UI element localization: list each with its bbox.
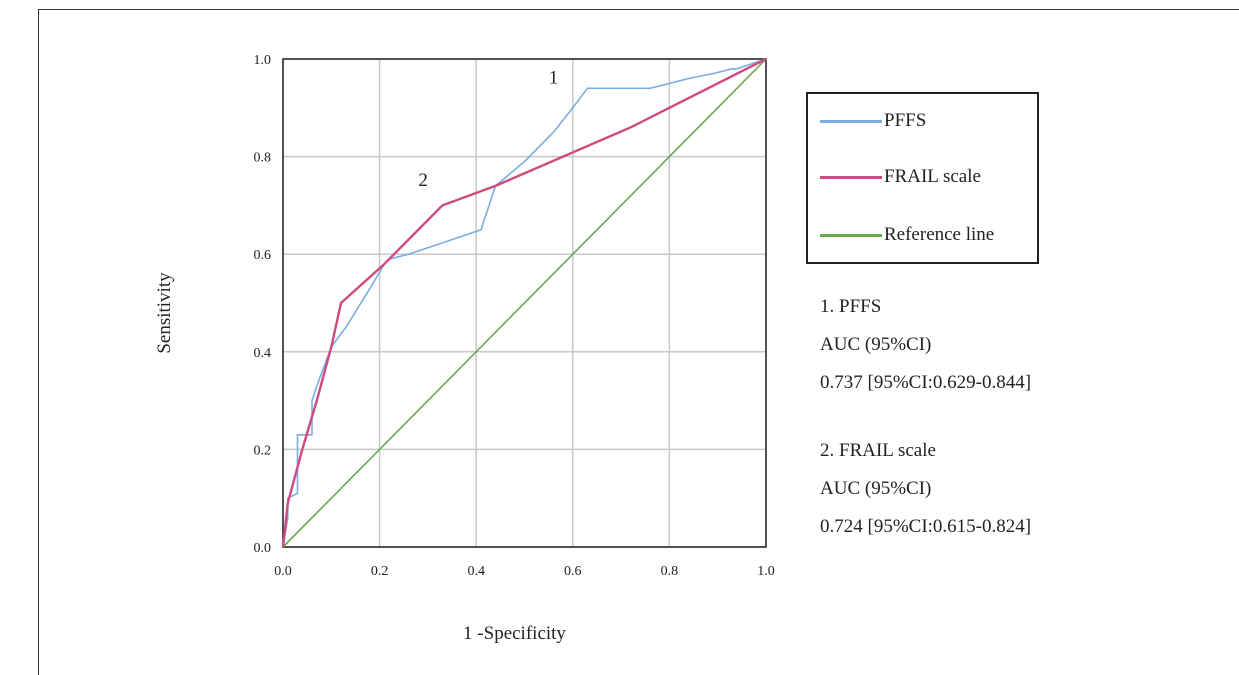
- y-tick-label: 0.2: [254, 443, 272, 458]
- legend-item-reference: Reference line: [820, 224, 994, 246]
- x-tick-label: 0.2: [371, 564, 389, 579]
- x-tick-label: 0.8: [661, 564, 679, 579]
- curve-annotation-2: 2: [418, 170, 428, 191]
- legend-swatch-pffs: [820, 119, 882, 123]
- x-tick-label: 0.0: [274, 564, 292, 579]
- y-tick-label: 0.8: [254, 151, 272, 166]
- y-tick-label: 0.0: [254, 541, 272, 556]
- frail-auc-value: 0.724 [95%CI:0.615-0.824]: [820, 516, 1032, 537]
- plot-frame: [282, 58, 767, 548]
- x-tick-label: 1.0: [757, 564, 775, 579]
- y-tick-label: 0.6: [254, 248, 272, 263]
- y-axis-label: Sensitivity: [154, 272, 175, 354]
- legend: PFFS FRAIL scale Reference line: [806, 92, 1039, 264]
- legend-swatch-reference: [820, 233, 882, 237]
- x-tick-label: 0.6: [564, 564, 582, 579]
- figure-frame: [38, 9, 1239, 675]
- pffs-stats-title: 1. PFFS: [820, 296, 882, 317]
- series-line-reference: [282, 58, 767, 548]
- series-line-pffs: [282, 58, 767, 548]
- auc-stats: 1. PFFS AUC (95%CI) 0.737 [95%CI:0.629-0…: [820, 288, 1031, 546]
- legend-label-frail: FRAIL scale: [884, 166, 981, 187]
- legend-label-pffs: PFFS: [884, 110, 927, 131]
- legend-item-pffs: PFFS: [820, 110, 926, 132]
- pffs-auc-label: AUC (95%CI): [820, 334, 932, 355]
- y-tick-label: 0.4: [254, 346, 272, 361]
- series-line-frail-scale: [281, 57, 767, 548]
- y-tick-label: 1.0: [254, 53, 272, 68]
- frail-auc-label: AUC (95%CI): [820, 478, 932, 499]
- legend-swatch-frail: [820, 175, 882, 179]
- x-axis-label: 1 -Specificity: [463, 623, 566, 644]
- frail-stats-title: 2. FRAIL scale: [820, 440, 936, 461]
- legend-item-frail: FRAIL scale: [820, 166, 981, 188]
- curve-annotation-1: 1: [549, 67, 559, 88]
- x-tick-label: 0.4: [467, 564, 485, 579]
- legend-label-reference: Reference line: [884, 224, 995, 245]
- stats-spacer: [820, 402, 1031, 432]
- pffs-auc-value: 0.737 [95%CI:0.629-0.844]: [820, 372, 1032, 393]
